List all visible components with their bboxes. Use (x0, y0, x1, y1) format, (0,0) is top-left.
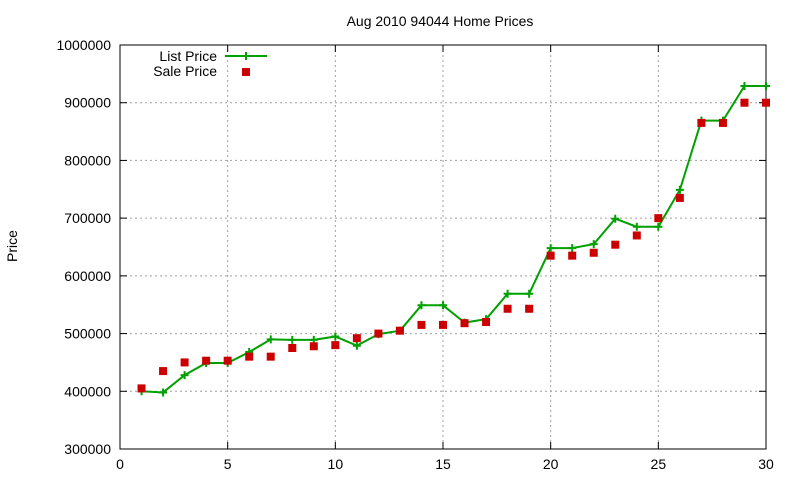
data-point-list-price (762, 81, 770, 90)
data-point-sale-price (374, 329, 383, 338)
axis-ticks: 0 5 10 15 20 25 30 300000 400000 500000 600000 7000… (56, 37, 774, 472)
y-axis-label: Price (4, 230, 20, 262)
data-point-sale-price (740, 98, 749, 107)
y-tick-label: 500000 (64, 326, 111, 342)
data-point-sale-price (395, 326, 404, 335)
legend-marker-sale-price (242, 68, 250, 76)
data-point-list-price (503, 289, 512, 298)
x-tick-label: 30 (758, 456, 774, 472)
data-point-sale-price (546, 251, 555, 260)
data-point-sale-price (309, 342, 318, 351)
legend-label-list-price: List Price (159, 48, 217, 64)
data-point-list-price (180, 371, 189, 380)
y-tick-label: 900000 (64, 95, 111, 111)
data-point-sale-price (525, 304, 534, 313)
data-point-sale-price (632, 231, 641, 240)
x-tick-label: 10 (328, 456, 344, 472)
y-tick-label: 600000 (64, 268, 111, 284)
data-point-list-price (331, 332, 340, 341)
data-point-list-price (525, 289, 534, 298)
legend-marker-list-price (242, 52, 250, 60)
data-point-sale-price (137, 384, 146, 393)
data-point-list-price (546, 244, 555, 253)
data-point-sale-price (223, 356, 232, 365)
data-point-list-price (654, 222, 663, 231)
data-point-list-price (288, 335, 297, 344)
x-tick-label: 25 (651, 456, 667, 472)
data-point-sale-price (439, 320, 447, 329)
data-point-list-price (439, 301, 447, 310)
y-tick-label: 400000 (64, 383, 111, 399)
chart-title: Aug 2010 94044 Home Prices (347, 13, 534, 29)
data-point-sale-price (482, 318, 491, 327)
data-point-list-price (740, 81, 749, 90)
y-tick-label: 800000 (64, 152, 111, 168)
data-point-sale-price (503, 304, 512, 313)
legend-label-sale-price: Sale Price (153, 63, 217, 79)
data-point-list-price (159, 388, 168, 397)
data-point-list-price (589, 240, 598, 249)
data-point-sale-price (159, 367, 168, 376)
y-tick-label: 300000 (64, 441, 111, 457)
data-point-sale-price (460, 319, 469, 328)
data-point-sale-price (611, 240, 620, 249)
data-point-sale-price (180, 358, 189, 367)
x-tick-label: 15 (435, 456, 451, 472)
data-point-sale-price (352, 334, 361, 343)
x-tick-label: 0 (116, 456, 124, 472)
data-point-sale-price (697, 118, 706, 127)
data-point-sale-price (417, 320, 426, 329)
data-point-sale-price (245, 352, 254, 361)
x-tick-label: 5 (224, 456, 232, 472)
data-point-sale-price (266, 352, 275, 361)
data-point-sale-price (762, 98, 770, 107)
data-point-sale-price (288, 344, 297, 352)
y-tick-label: 1000000 (56, 37, 111, 53)
data-point-sale-price (654, 214, 663, 223)
legend: List Price Sale Price (153, 48, 267, 79)
series-layer (137, 81, 770, 397)
data-point-list-price (352, 341, 361, 350)
data-point-list-price (632, 222, 641, 231)
data-point-list-price (675, 185, 684, 194)
data-point-list-price (568, 244, 577, 253)
y-tick-label: 700000 (64, 210, 111, 226)
data-point-sale-price (718, 118, 727, 127)
data-point-sale-price (675, 193, 684, 202)
data-point-list-price (611, 214, 620, 223)
x-tick-label: 20 (543, 456, 559, 472)
data-point-sale-price (331, 341, 340, 350)
data-point-list-price (266, 335, 275, 344)
data-point-sale-price (589, 248, 598, 257)
data-point-sale-price (202, 356, 211, 365)
data-point-list-price (417, 301, 426, 310)
data-point-sale-price (568, 251, 577, 260)
